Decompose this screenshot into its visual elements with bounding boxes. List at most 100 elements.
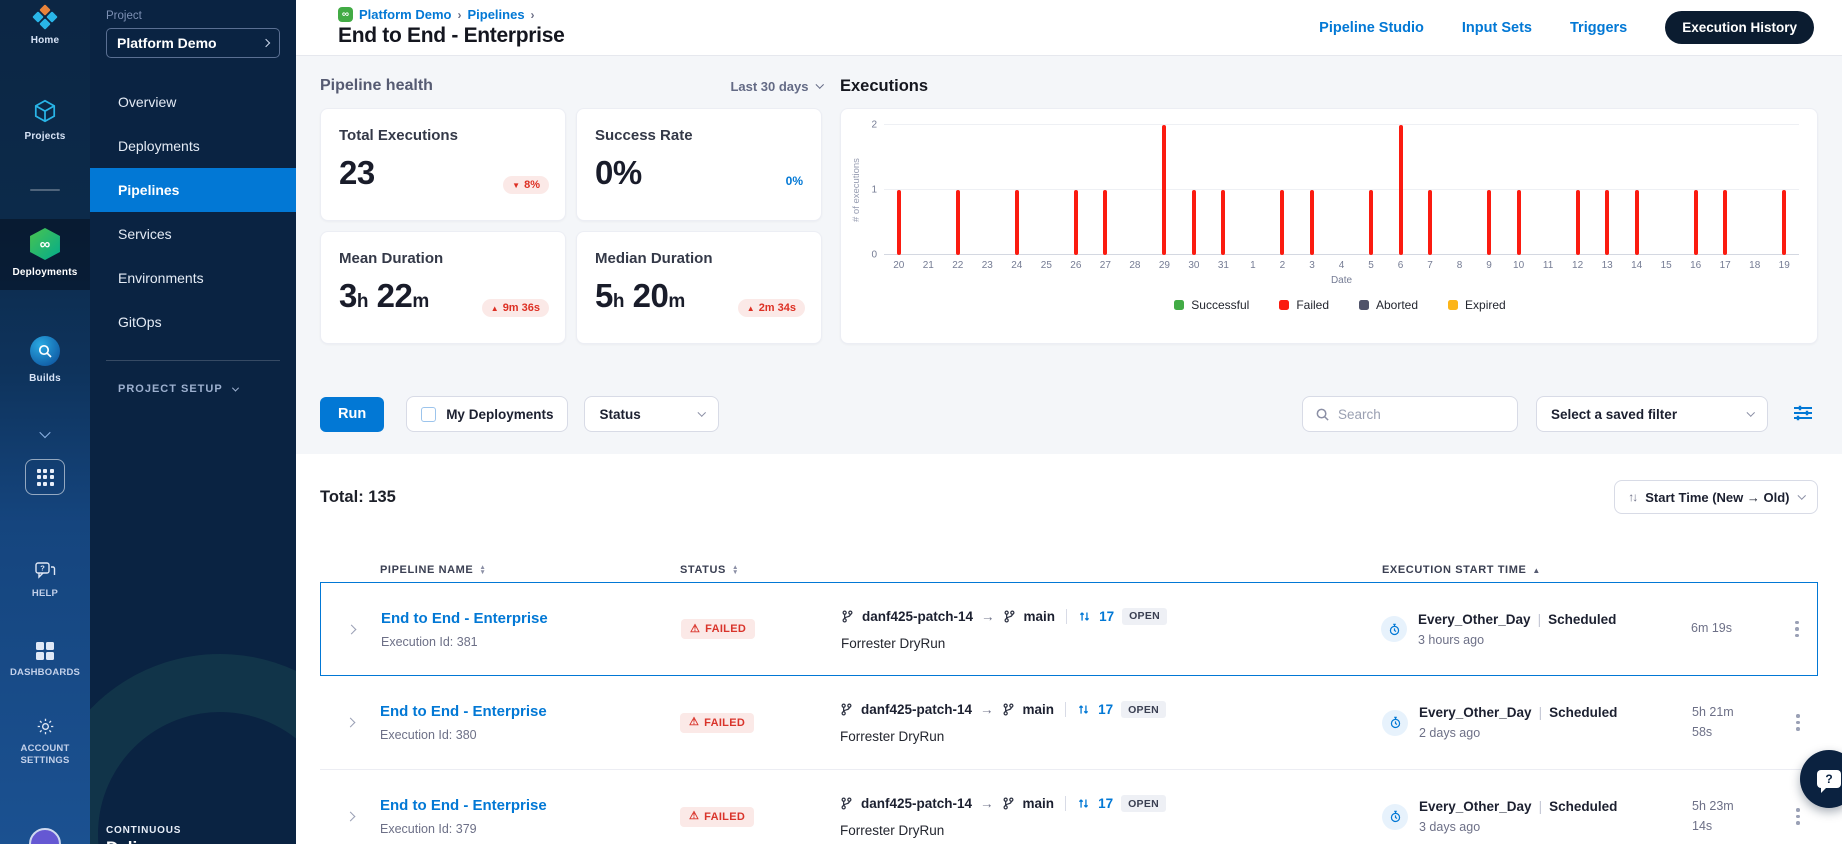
column-pipeline-name[interactable]: PIPELINE NAME ▲ ▼: [380, 564, 487, 576]
pr-number-link[interactable]: 17: [1098, 796, 1114, 811]
target-branch[interactable]: main: [1022, 796, 1055, 811]
chart-bar[interactable]: [1782, 190, 1787, 255]
sidebar-item-environments[interactable]: Environments: [118, 270, 204, 286]
chart-bar[interactable]: [1693, 190, 1698, 255]
rail-item-builds[interactable]: Builds: [0, 335, 90, 386]
sidebar-item-gitops[interactable]: GitOps: [118, 314, 162, 330]
saved-filter-dropdown[interactable]: Select a saved filter: [1536, 396, 1768, 432]
chart-bar[interactable]: [1605, 190, 1610, 255]
chart-bar[interactable]: [1014, 190, 1019, 255]
rail-collapse-chevron-icon[interactable]: [39, 425, 51, 443]
triangle-up-icon: ▲: [490, 303, 499, 313]
source-branch[interactable]: danf425-patch-14: [861, 702, 973, 717]
chart-bar[interactable]: [1516, 190, 1521, 255]
rail-item-home[interactable]: Home: [0, 4, 90, 48]
my-deployments-checkbox[interactable]: [421, 406, 437, 422]
execution-row[interactable]: End to End - Enterprise Execution Id: 38…: [320, 582, 1818, 676]
x-tick-label: 30: [1188, 260, 1200, 271]
harness-logo-icon: ∞: [338, 7, 353, 22]
status-dropdown[interactable]: Status: [584, 396, 720, 432]
chart-bar[interactable]: [1221, 190, 1226, 255]
pr-number-link[interactable]: 17: [1099, 608, 1115, 624]
chart-bar[interactable]: [1103, 190, 1108, 255]
sidebar-item-pipelines[interactable]: Pipelines: [90, 168, 296, 212]
chart-bar[interactable]: [955, 190, 960, 255]
sidebar-item-deployments[interactable]: Deployments: [118, 138, 200, 154]
rail-item-dashboards[interactable]: DASHBOARDS: [0, 641, 90, 679]
run-button[interactable]: Run: [320, 396, 385, 432]
search-input[interactable]: [1338, 406, 1488, 422]
execution-row[interactable]: End to End - Enterprise Execution Id: 38…: [320, 676, 1818, 770]
source-branch[interactable]: danf425-patch-14: [862, 608, 974, 624]
tab-execution-history[interactable]: Execution History: [1665, 11, 1814, 44]
row-expand-chevron[interactable]: [321, 624, 381, 634]
chart-bar[interactable]: [1162, 125, 1167, 255]
pipeline-name-link[interactable]: End to End - Enterprise: [381, 609, 548, 627]
sidebar-item-services[interactable]: Services: [118, 226, 172, 242]
chart-bar[interactable]: [1634, 190, 1639, 255]
filter-bar: Run My Deployments Status Sele: [320, 396, 1818, 432]
chart-slot: [1061, 125, 1091, 255]
target-branch[interactable]: main: [1022, 702, 1055, 717]
chart-slot: [884, 125, 914, 255]
warning-icon: ⚠: [689, 716, 700, 729]
user-avatar[interactable]: [29, 828, 61, 844]
chart-slot: [1533, 125, 1563, 255]
git-branch-icon: [841, 797, 852, 810]
chart-bar[interactable]: [1073, 190, 1078, 255]
chart-bar[interactable]: [1280, 190, 1285, 255]
row-menu-button[interactable]: [1778, 714, 1818, 731]
rail-item-deployments[interactable]: ∞ Deployments: [0, 228, 90, 280]
chart-slot: [1769, 125, 1799, 255]
legend-item-expired[interactable]: Expired: [1448, 298, 1506, 312]
row-expand-chevron[interactable]: [320, 717, 380, 728]
breadcrumb-pipelines[interactable]: Pipelines: [467, 7, 525, 22]
pipeline-name-link[interactable]: End to End - Enterprise: [380, 797, 547, 814]
chart-bar[interactable]: [1428, 190, 1433, 255]
chart-bar[interactable]: [1487, 190, 1492, 255]
project-selector[interactable]: Platform Demo: [106, 28, 280, 58]
tab-pipeline-studio[interactable]: Pipeline Studio: [1319, 19, 1424, 36]
help-chat-button[interactable]: ?: [1800, 750, 1842, 808]
rail-item-account-settings[interactable]: ACCOUNT SETTINGS: [8, 717, 82, 767]
x-axis-label: Date: [1330, 275, 1353, 286]
breadcrumb-project[interactable]: Platform Demo: [359, 7, 452, 22]
source-branch[interactable]: danf425-patch-14: [861, 796, 973, 811]
row-menu-button[interactable]: [1778, 808, 1818, 825]
chart-bar[interactable]: [1191, 190, 1196, 255]
target-branch[interactable]: main: [1023, 608, 1056, 624]
chart-bar[interactable]: [1575, 190, 1580, 255]
sidebar-item-overview[interactable]: Overview: [118, 94, 177, 110]
tab-triggers[interactable]: Triggers: [1570, 19, 1628, 36]
chart-slot: [1238, 125, 1268, 255]
legend-item-successful[interactable]: Successful: [1174, 298, 1249, 312]
x-tick-label: 9: [1486, 260, 1492, 271]
chart-bar[interactable]: [1369, 190, 1373, 255]
row-menu-button[interactable]: [1777, 620, 1817, 638]
column-execution-start-time[interactable]: EXECUTION START TIME ▲: [1382, 564, 1541, 576]
chart-bar[interactable]: [896, 190, 901, 255]
my-deployments-filter[interactable]: My Deployments: [406, 396, 569, 432]
rail-item-help[interactable]: ? HELP: [0, 561, 90, 600]
status-badge: ⚠ FAILED: [680, 712, 755, 733]
pipeline-name-link[interactable]: End to End - Enterprise: [380, 703, 547, 720]
chart-slot: [1474, 125, 1504, 255]
filter-settings-button[interactable]: [1788, 399, 1818, 430]
project-setup-toggle[interactable]: PROJECT SETUP: [118, 383, 296, 395]
time-range-dropdown[interactable]: Last 30 days: [730, 79, 824, 94]
execution-row[interactable]: End to End - Enterprise Execution Id: 37…: [320, 770, 1818, 844]
legend-item-aborted[interactable]: Aborted: [1359, 298, 1418, 312]
module-picker-button[interactable]: [25, 459, 65, 495]
legend-label: Expired: [1465, 298, 1506, 312]
column-status[interactable]: STATUS ▲ ▼: [680, 564, 740, 576]
chat-bubble-icon: ?: [1817, 770, 1841, 793]
tab-input-sets[interactable]: Input Sets: [1461, 19, 1532, 36]
sort-dropdown[interactable]: ↑↓ Start Time (New → Old): [1614, 480, 1818, 514]
legend-item-failed[interactable]: Failed: [1279, 298, 1329, 312]
row-expand-chevron[interactable]: [320, 811, 380, 822]
chart-bar[interactable]: [1398, 125, 1403, 255]
rail-item-projects[interactable]: Projects: [0, 98, 90, 144]
chart-bar[interactable]: [1723, 190, 1728, 255]
chart-bar[interactable]: [1309, 190, 1314, 255]
pr-number-link[interactable]: 17: [1098, 702, 1114, 717]
